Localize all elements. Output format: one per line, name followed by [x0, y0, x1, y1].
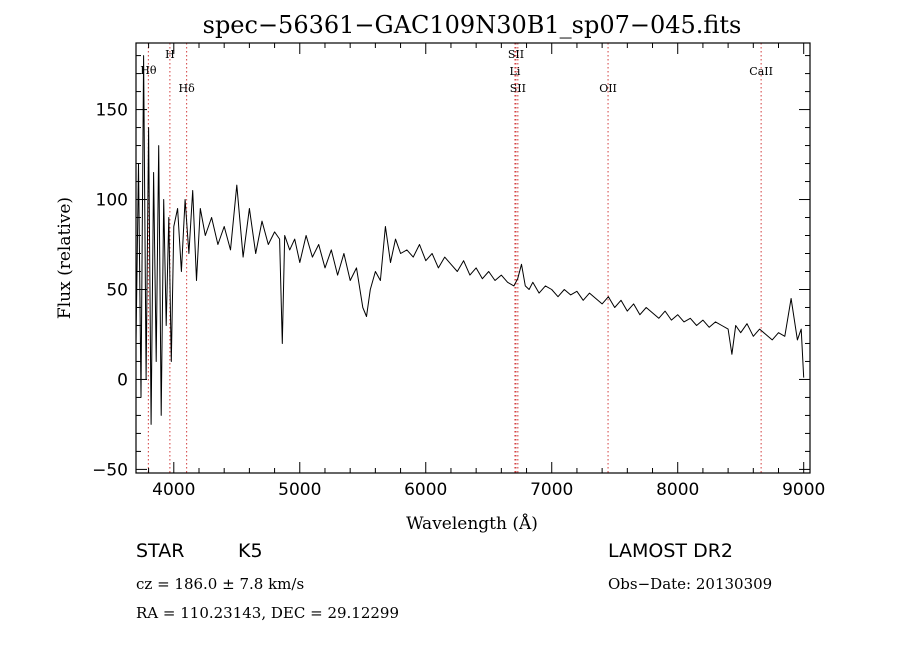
- x-axis-label: Wavelength (Å): [406, 513, 538, 534]
- line-label: CaII: [749, 65, 773, 78]
- x-tick-label: 9000: [782, 480, 825, 500]
- spectrum-series: [135, 55, 805, 425]
- y-tick-labels: −50 0 50 100 150: [92, 101, 128, 481]
- y-axis-label: Flux (relative): [55, 197, 75, 319]
- y-tick-label: −50: [92, 460, 128, 480]
- axis-ticks: [136, 43, 810, 473]
- y-tick-label: 50: [106, 280, 128, 300]
- line-label: H: [165, 48, 175, 61]
- subclass-label: K5: [238, 540, 263, 562]
- line-label: Li: [510, 65, 521, 78]
- line-labels: Hθ H Hδ SII Li SII OII CaII: [140, 48, 773, 95]
- line-label: SII: [510, 82, 526, 95]
- y-tick-label: 150: [96, 101, 128, 121]
- line-label: Hθ: [140, 64, 157, 77]
- emission-lines: [147, 43, 762, 473]
- line-label: OII: [599, 82, 617, 95]
- chart-title: spec−56361−GAC109N30B1_sp07−045.fits: [203, 11, 742, 39]
- survey-label: LAMOST DR2: [608, 540, 733, 562]
- class-label: STAR: [136, 540, 185, 562]
- x-tick-label: 8000: [656, 480, 699, 500]
- line-label: SII: [508, 48, 524, 61]
- obs-date-text: Obs−Date: 20130309: [608, 575, 773, 593]
- x-tick-label: 5000: [278, 480, 321, 500]
- x-tick-labels: 4000 5000 6000 7000 8000 9000: [152, 480, 825, 500]
- y-tick-label: 100: [96, 191, 128, 211]
- x-tick-label: 4000: [152, 480, 195, 500]
- redshift-text: cz = 186.0 ± 7.8 km/s: [136, 575, 305, 593]
- x-tick-label: 6000: [404, 480, 447, 500]
- line-label: Hδ: [179, 82, 196, 95]
- coordinates-text: RA = 110.23143, DEC = 29.12299: [136, 604, 400, 622]
- x-tick-label: 7000: [530, 480, 573, 500]
- plot-frame: [135, 42, 811, 474]
- y-tick-label: 0: [117, 370, 128, 390]
